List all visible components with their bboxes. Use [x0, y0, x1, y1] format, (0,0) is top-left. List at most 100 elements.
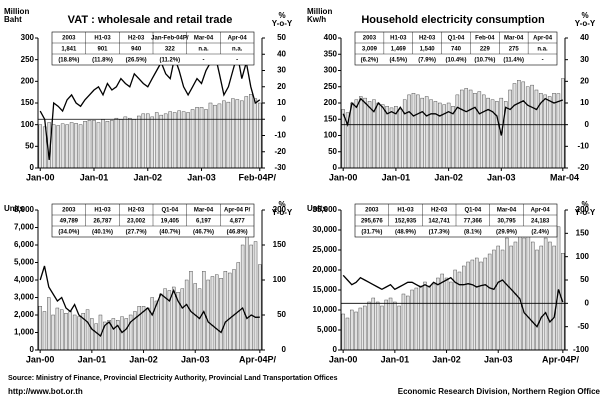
bar: [163, 113, 168, 169]
bar: [556, 93, 561, 169]
table-cell: 275: [509, 47, 520, 53]
table-cell: (8.1%): [464, 230, 482, 236]
bar: [168, 111, 172, 169]
table-cell: (48.9%): [395, 230, 416, 236]
y-axis-label: Baht: [4, 15, 22, 24]
y2-tick-label: 10: [580, 98, 589, 107]
y2-axis-label: Y-o-Y: [272, 208, 293, 217]
bar: [418, 285, 423, 351]
bar: [394, 106, 398, 169]
table-cell: (27.7%): [126, 230, 147, 236]
bar: [60, 123, 65, 169]
bar: [145, 113, 150, 169]
bar: [433, 101, 438, 169]
y2-tick-label: 40: [277, 49, 286, 58]
y-tick-label: 3,000: [14, 293, 35, 302]
bar: [193, 283, 197, 351]
bar: [146, 307, 150, 351]
bar: [226, 101, 231, 169]
bar: [186, 112, 190, 169]
bar: [219, 278, 223, 351]
y-tick-label: 20,000: [313, 265, 338, 274]
bar: [522, 237, 526, 351]
x-tick-label: Mar-04: [550, 172, 579, 182]
bar: [384, 299, 388, 351]
bar: [477, 91, 482, 169]
x-tick-label: Jan-02: [432, 354, 461, 364]
table-cell: (40.1%): [92, 230, 113, 236]
bar: [486, 97, 490, 169]
bar: [487, 253, 492, 351]
bar: [208, 102, 213, 169]
y2-tick-label: 100: [273, 275, 287, 284]
bar: [119, 119, 123, 169]
bar: [42, 311, 47, 351]
bar: [468, 89, 473, 169]
bar: [85, 309, 90, 351]
table-cell: Jan-Feb-04P/: [151, 36, 189, 42]
bar: [354, 99, 359, 169]
credit: Economic Research Division, Northern Reg…: [398, 387, 601, 396]
bar: [253, 98, 258, 169]
y-tick-label: 250: [21, 55, 35, 64]
table-cell: 322: [165, 47, 176, 53]
y-tick-label: 0: [30, 345, 35, 354]
table-cell: 4,877: [230, 219, 246, 225]
bar: [436, 277, 440, 351]
bar: [552, 245, 556, 351]
bar: [223, 271, 228, 351]
y-tick-label: 6,000: [14, 240, 35, 249]
x-tick-label: Jan-03: [484, 354, 513, 364]
y-tick-label: 350: [324, 49, 338, 58]
bar: [380, 104, 385, 169]
bar: [197, 288, 202, 351]
y2-tick-label: 200: [273, 205, 287, 214]
table-cell: -: [542, 58, 544, 64]
bar: [561, 78, 565, 169]
table-cell: -: [203, 58, 205, 64]
bar: [110, 120, 114, 169]
bar: [371, 297, 376, 351]
chart-panel: VAT : wholesale and retail trade MillionB…: [4, 7, 293, 182]
bar: [543, 237, 548, 351]
chart-title: VAT : wholesale and retail trade: [68, 14, 233, 26]
table-cell: (2.4%): [531, 230, 549, 236]
y2-tick-label: 20: [277, 82, 286, 91]
bar: [137, 115, 141, 169]
bar: [367, 301, 371, 351]
bar: [217, 103, 222, 169]
yoy-line: [342, 274, 564, 328]
bar: [180, 288, 185, 351]
y2-tick-label: 100: [576, 252, 590, 261]
bar: [410, 289, 414, 351]
y2-axis-label: Y-o-Y: [575, 19, 596, 28]
bar: [518, 233, 522, 351]
bar: [258, 264, 262, 351]
bar: [150, 297, 154, 351]
table-cell: Apr-04 P/: [224, 208, 251, 214]
y-tick-label: 0: [333, 345, 338, 354]
y2-tick-label: 30: [580, 55, 589, 64]
x-tick-label: Jan-01: [381, 354, 410, 364]
table-cell: n.a.: [537, 47, 548, 53]
y2-tick-label: 0: [282, 114, 287, 123]
x-tick-label: Jan-03: [487, 172, 516, 182]
bar: [423, 281, 427, 351]
bar: [490, 99, 495, 169]
bar: [367, 101, 372, 169]
y-tick-label: 1,000: [14, 328, 35, 337]
y-axis-label: Units: [4, 204, 25, 213]
table-cell: 1,469: [391, 47, 407, 53]
table-cell: (26.5%): [126, 58, 147, 64]
bar: [455, 94, 460, 169]
x-tick-label: Feb-04P/: [238, 172, 276, 182]
x-tick-label: Jan-02: [133, 172, 162, 182]
y2-tick-label: 150: [273, 240, 287, 249]
bar: [539, 245, 544, 351]
bar: [124, 318, 129, 351]
table-cell: 3,009: [362, 47, 378, 53]
bar: [59, 309, 64, 351]
y2-tick-label: 50: [277, 33, 286, 42]
y-tick-label: 30,000: [313, 225, 338, 234]
bar: [210, 276, 215, 351]
